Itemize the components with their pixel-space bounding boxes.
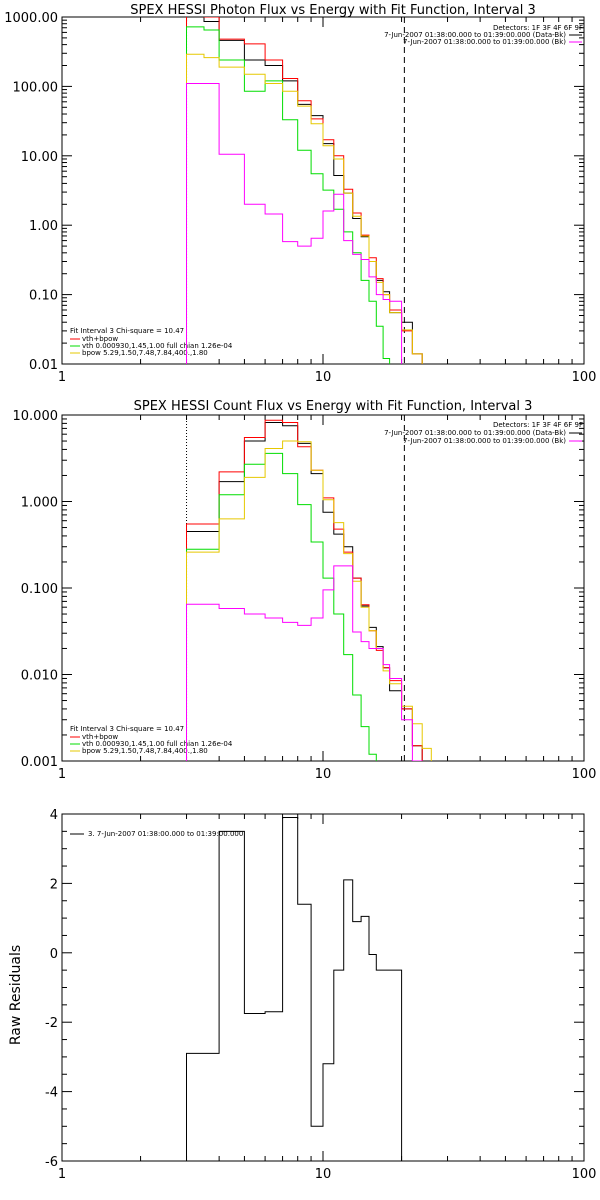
photon-legend-fit-interval: Fit Interval 3 Chi-square = 10.47: [70, 327, 184, 335]
count-flux-panel: SPEX HESSI Count Flux vs Energy with Fit…: [13, 399, 597, 782]
photon-y-tick-label: 1.00: [29, 219, 58, 234]
residuals-legend-interval: 3. 7-Jun-2007 01:38:00.000 to 01:39:00.0…: [88, 830, 243, 838]
photon-series-background: [186, 83, 403, 364]
photon-y-tick-label: 100.00: [13, 80, 59, 95]
count-y-tick-label: 0.010: [21, 669, 58, 684]
count-y-tick-label: 0.001: [21, 755, 58, 770]
count-plot-area: [186, 415, 432, 761]
photon-info-bk: 7-Jun-2007 01:38:00.000 to 01:39:00.000 …: [403, 38, 566, 46]
residuals-y-tick-label: -2: [45, 1016, 58, 1031]
photon-x-tick-label: 10: [315, 370, 332, 385]
photon-series-fit: [186, 17, 423, 364]
residuals-y-tick-label: 0: [50, 947, 58, 962]
count-x-tick-label: 100: [572, 767, 597, 782]
residuals-x-tick-label: 1: [58, 1167, 66, 1182]
count-axes-frame: [61, 414, 585, 762]
photon-y-tick-label: 1000.00: [4, 11, 58, 26]
count-y-tick-label: 0.100: [21, 582, 58, 597]
residuals-series-residual: [186, 817, 403, 1161]
count-legend-bpow: bpow 5.29,1.50,7.48,7.84,400.,1.80: [82, 747, 208, 755]
residuals-y-tick-label: -4: [45, 1086, 58, 1101]
residuals-y-tick-label: -6: [45, 1155, 58, 1170]
photon-info-data-bk: 7-Jun-2007 01:38:00.000 to 01:39:00.000 …: [384, 31, 566, 39]
photon-y-tick-label: 10.00: [21, 150, 58, 165]
count-x-tick-label: 10: [315, 767, 332, 782]
count-series-total: [186, 422, 423, 761]
count-chart-title: SPEX HESSI Count Flux vs Energy with Fit…: [134, 399, 533, 414]
count-series-bpow: [186, 440, 432, 761]
count-y-tick-label: 1.000: [21, 496, 58, 511]
count-info-bk: 7-Jun-2007 01:38:00.000 to 01:39:00.000 …: [403, 437, 566, 445]
count-legend-fit-interval: Fit Interval 3 Chi-square = 10.47: [70, 725, 184, 733]
photon-info-detectors: Detectors: 1F 3F 4F 6F 9F: [493, 24, 583, 32]
residuals-plot-area: [186, 817, 403, 1161]
photon-legend-vth: vth 0.000930,1.45,1.00 full chian 1.26e-…: [82, 342, 233, 350]
count-info-data-bk: 7-Jun-2007 01:38:00.000 to 01:39:00.000 …: [384, 429, 566, 437]
residuals-x-tick-label: 10: [315, 1167, 332, 1182]
photon-series-total: [186, 17, 423, 364]
residuals-y-tick-label: 4: [50, 808, 58, 823]
count-series-vth: [186, 452, 377, 761]
photon-legend-bpow: bpow 5.29,1.50,7.48,7.84,400.,1.80: [82, 349, 208, 357]
photon-legend-vth-bpow: vth+bpow: [82, 335, 118, 343]
count-info-detectors: Detectors: 1F 3F 4F 6F 9F: [493, 421, 583, 429]
photon-plot-area: [186, 17, 423, 364]
count-x-tick-label: 1: [58, 767, 66, 782]
photon-series-bpow: [186, 53, 423, 364]
photon-x-tick-label: 100: [572, 370, 597, 385]
count-y-tick-label: 10.000: [13, 409, 59, 424]
count-series-fit: [186, 419, 423, 761]
photon-x-tick-label: 1: [58, 370, 66, 385]
residuals-x-tick-label: 100: [572, 1167, 597, 1182]
photon-flux-panel: SPEX HESSI Photon Flux vs Energy with Fi…: [4, 3, 597, 385]
count-series-background: [186, 565, 423, 761]
residuals-y-tick-label: 2: [50, 877, 58, 892]
photon-y-tick-label: 0.10: [29, 289, 58, 304]
photon-y-tick-label: 0.01: [29, 358, 58, 373]
residuals-y-axis-label: Raw Residuals: [8, 945, 24, 1045]
count-legend-vth-bpow: vth+bpow: [82, 733, 118, 741]
photon-chart-title: SPEX HESSI Photon Flux vs Energy with Fi…: [130, 3, 536, 18]
residuals-panel: Raw Residuals 3. 7-Jun-2007 01:38:00.000…: [8, 808, 597, 1182]
count-legend-vth: vth 0.000930,1.45,1.00 full chian 1.26e-…: [82, 740, 233, 748]
